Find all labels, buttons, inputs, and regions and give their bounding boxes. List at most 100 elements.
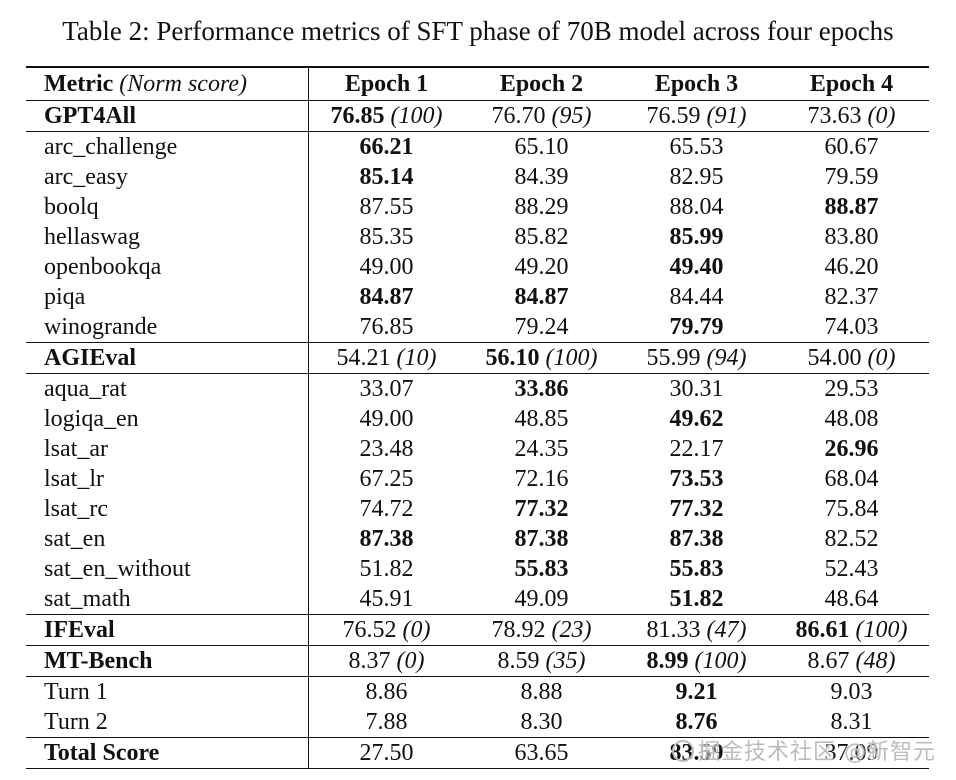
metric-value-epoch-2: 55.83 xyxy=(464,554,619,584)
metric-value-epoch-4: 83.80 xyxy=(774,222,929,252)
metric-value: 55.99 xyxy=(646,345,701,371)
metric-value-epoch-3: 8.76 xyxy=(619,707,774,738)
metric-value-epoch-2: 84.39 xyxy=(464,162,619,192)
metric-value-epoch-3: 88.04 xyxy=(619,192,774,222)
metric-value-epoch-2: 48.85 xyxy=(464,404,619,434)
metric-value-epoch-1: 74.72 xyxy=(309,494,465,524)
metric-value-epoch-4: 73.63 (0) xyxy=(774,100,929,132)
metric-value-epoch-3: 55.83 xyxy=(619,554,774,584)
metric-value-epoch-2: 79.24 xyxy=(464,312,619,343)
metric-value-epoch-3: 81.33 (47) xyxy=(619,614,774,646)
metric-value: 49.09 xyxy=(514,586,569,612)
metric-value-epoch-2: 65.10 xyxy=(464,132,619,163)
metric-value: 63.65 xyxy=(514,740,569,766)
metric-value: 49.00 xyxy=(359,406,414,432)
metric-value: 49.00 xyxy=(359,254,414,280)
metric-value-epoch-2: 49.09 xyxy=(464,584,619,615)
metric-value: 51.82 xyxy=(359,556,414,582)
norm-score: (100) xyxy=(390,103,443,129)
metric-name: hellaswag xyxy=(26,222,309,252)
metric-value-epoch-1: 67.25 xyxy=(309,464,465,494)
metric-value: 46.20 xyxy=(824,254,879,280)
metric-value-epoch-3: 51.82 xyxy=(619,584,774,615)
metric-value-epoch-2: 8.30 xyxy=(464,707,619,738)
table-row-group: MT-Bench 8.37 (0) 8.59 (35) 8.99 (100) 8.67 … xyxy=(26,645,929,677)
metric-value: 49.40 xyxy=(669,254,724,280)
metric-value-epoch-3: 79.79 xyxy=(619,312,774,343)
metric-value-epoch-1: 51.82 xyxy=(309,554,465,584)
metric-value: 8.88 xyxy=(520,679,563,705)
metric-value-epoch-4: 26.96 xyxy=(774,434,929,464)
metric-name: Total Score xyxy=(26,737,309,769)
table-row: sat_en 87.38 87.38 87.38 82.52 xyxy=(26,524,929,554)
metric-value: 79.79 xyxy=(669,314,724,340)
metric-value-epoch-4: 8.67 (48) xyxy=(774,645,929,677)
metric-value-epoch-1: 76.85 xyxy=(309,312,465,343)
metric-value-epoch-1: 84.87 xyxy=(309,282,465,312)
metric-value: 8.59 xyxy=(497,648,540,674)
metric-value-epoch-3: 49.40 xyxy=(619,252,774,282)
metric-value: 48.85 xyxy=(514,406,569,432)
metric-value-epoch-1: 45.91 xyxy=(309,584,465,615)
metric-value: 87.55 xyxy=(359,194,414,220)
header-norm-note: (Norm score) xyxy=(119,71,248,97)
metric-value-epoch-2: 78.92 (23) xyxy=(464,614,619,646)
metric-value-epoch-3: 73.53 xyxy=(619,464,774,494)
norm-score: (94) xyxy=(706,345,747,371)
table-header-row: Metric (Norm score) Epoch 1 Epoch 2 Epoc… xyxy=(26,67,929,101)
metric-name: piqa xyxy=(26,282,309,312)
metric-value-epoch-4: 48.08 xyxy=(774,404,929,434)
metric-value: 23.48 xyxy=(359,436,414,462)
metric-value-epoch-3: 87.38 xyxy=(619,524,774,554)
metric-value: 48.64 xyxy=(824,586,879,612)
table-row-group: AGIEval 54.21 (10) 56.10 (100) 55.99 (94) 54… xyxy=(26,342,929,374)
table-row: Turn 2 7.88 8.30 8.76 8.31 xyxy=(26,707,929,738)
metric-value: 78.92 xyxy=(491,617,546,643)
norm-score: (100) xyxy=(855,617,908,643)
metric-value-epoch-1: 87.38 xyxy=(309,524,465,554)
metric-value-epoch-4: 82.52 xyxy=(774,524,929,554)
metric-value-epoch-1: 76.52 (0) xyxy=(308,614,464,646)
header-epoch-2: Epoch 2 xyxy=(499,71,584,97)
metric-value: 81.33 xyxy=(646,617,701,643)
metric-value-epoch-2: 84.87 xyxy=(464,282,619,312)
metric-value: 76.85 xyxy=(330,103,385,129)
metric-value: 76.85 xyxy=(359,314,414,340)
metric-value: 87.38 xyxy=(669,526,724,552)
metric-value-epoch-4: 29.53 xyxy=(774,374,929,405)
metric-value-epoch-3: 30.31 xyxy=(619,374,774,405)
metric-name: openbookqa xyxy=(26,252,309,282)
metric-value: 84.87 xyxy=(514,284,569,310)
metric-value: 88.87 xyxy=(824,194,879,220)
metric-value: 30.31 xyxy=(669,376,724,402)
metric-value-epoch-2: 49.20 xyxy=(464,252,619,282)
norm-score: (0) xyxy=(396,648,425,674)
metric-value: 85.14 xyxy=(359,164,414,190)
table-row: arc_challenge 66.21 65.10 65.53 60.67 xyxy=(26,131,929,163)
metric-value-epoch-1: 49.00 xyxy=(309,252,465,282)
table-row-group: IFEval 76.52 (0) 78.92 (23) 81.33 (47) 86.61… xyxy=(26,614,929,646)
metric-value-epoch-4: 82.37 xyxy=(774,282,929,312)
metric-value: 67.25 xyxy=(359,466,414,492)
metric-value-epoch-4: 75.84 xyxy=(774,494,929,524)
metric-value: 51.82 xyxy=(669,586,724,612)
metric-value: 85.82 xyxy=(514,224,569,250)
metric-value-epoch-4: 60.67 xyxy=(774,132,929,163)
metric-value: 85.35 xyxy=(359,224,414,250)
metric-value-epoch-2: 33.86 xyxy=(464,374,619,405)
metric-value-epoch-2: 56.10 (100) xyxy=(464,342,619,374)
metric-value: 8.99 xyxy=(646,648,689,674)
metric-value-epoch-4: 54.00 (0) xyxy=(774,342,929,374)
watermark: 掘金技术社区 @新智元 xyxy=(672,734,936,766)
header-epoch-3: Epoch 3 xyxy=(654,71,739,97)
metric-value: 8.30 xyxy=(520,709,563,735)
metric-name: winogrande xyxy=(26,312,309,343)
metric-value-epoch-1: 27.50 xyxy=(308,737,464,769)
metric-value-epoch-4: 68.04 xyxy=(774,464,929,494)
table-row: lsat_rc 74.72 77.32 77.32 75.84 xyxy=(26,494,929,524)
metric-value: 33.86 xyxy=(514,376,569,402)
table-row-group: GPT4All 76.85 (100) 76.70 (95) 76.59 (91) 73… xyxy=(26,100,929,132)
metric-value-epoch-1: 85.35 xyxy=(309,222,465,252)
metric-name: AGIEval xyxy=(26,342,309,374)
metric-value-epoch-2: 63.65 xyxy=(464,737,619,769)
